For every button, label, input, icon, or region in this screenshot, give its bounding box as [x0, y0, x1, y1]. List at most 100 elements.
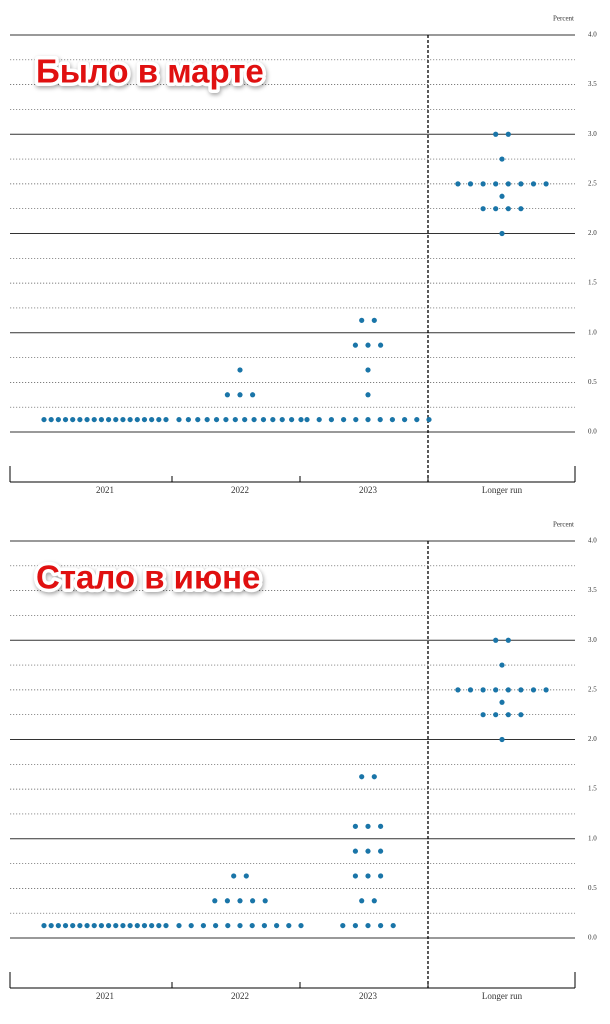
dot [341, 416, 347, 423]
dot [48, 416, 54, 423]
dot [480, 687, 486, 693]
dot [377, 416, 383, 423]
dot [530, 687, 537, 693]
dot [260, 416, 267, 423]
dot [77, 416, 83, 423]
dot [250, 898, 256, 904]
dot [279, 416, 285, 423]
dot [365, 416, 371, 423]
dot [127, 922, 133, 929]
dot [91, 416, 97, 423]
chart-title: Было в марте [36, 53, 264, 90]
dot [105, 416, 112, 423]
dot [113, 922, 119, 929]
dot [200, 922, 206, 929]
dot [493, 687, 499, 693]
dot [242, 416, 248, 423]
dot [243, 873, 249, 879]
y-tick-label: 4.0 [588, 537, 597, 545]
dot [77, 922, 83, 929]
dot [455, 687, 461, 693]
dot [378, 342, 384, 348]
dot [518, 712, 524, 718]
dot [204, 416, 210, 423]
dot [251, 416, 257, 423]
y-axis-label: Percent [553, 521, 574, 529]
dot [467, 181, 474, 187]
dot [48, 922, 54, 929]
dot [340, 922, 346, 929]
dot [426, 416, 432, 423]
y-tick-label: 0.0 [588, 934, 597, 942]
dot [518, 181, 524, 187]
dot [298, 416, 304, 423]
dot [480, 712, 486, 718]
dot [518, 206, 524, 212]
dot [231, 873, 237, 879]
dot [55, 416, 61, 423]
y-tick-label: 2.5 [588, 685, 597, 693]
dot [237, 922, 243, 929]
y-tick-label: 3.5 [588, 80, 597, 88]
x-tick-label: Longer run [482, 991, 523, 1001]
dot-chart: 0.0 0.5 1.0 1.5 2.0 2.5 3.0 3.5 4.0 Percent 2021 20… [9, 521, 597, 1001]
dot [371, 317, 377, 323]
dot [55, 922, 61, 929]
dot [176, 922, 182, 929]
dot [212, 898, 218, 904]
dot [505, 687, 511, 693]
dot [493, 181, 499, 187]
dot [127, 416, 133, 423]
dot [505, 206, 511, 212]
dot [250, 392, 256, 398]
x-tick-label: 2023 [359, 991, 378, 1001]
dot [232, 416, 238, 423]
dot [223, 416, 229, 423]
dot [499, 193, 505, 199]
dot [105, 922, 112, 929]
dot [505, 637, 511, 643]
dot [149, 416, 155, 423]
dot [249, 922, 255, 929]
dot [289, 416, 295, 423]
dot [378, 848, 384, 854]
dot [499, 736, 505, 743]
y-tick-label: 3.5 [588, 586, 597, 594]
dot [298, 922, 304, 929]
dot [359, 774, 365, 780]
dot [371, 774, 377, 780]
dot [414, 416, 420, 423]
dot [62, 922, 69, 929]
dot [390, 922, 396, 929]
dot [455, 181, 461, 187]
y-tick-label: 4.0 [588, 31, 597, 39]
dot [213, 416, 220, 423]
y-tick-label: 2.0 [588, 229, 597, 237]
dot [41, 922, 47, 929]
dot [359, 898, 365, 904]
dot [543, 181, 549, 187]
dot [328, 416, 334, 423]
dot [352, 848, 358, 854]
y-tick-label: 1.0 [588, 834, 597, 842]
x-tick-label: 2022 [231, 485, 249, 495]
dot [505, 181, 511, 187]
dot [493, 206, 499, 212]
dot [365, 922, 371, 929]
dot [262, 898, 268, 904]
dot [225, 922, 231, 929]
dot [120, 416, 126, 423]
x-tick-label: 2023 [359, 485, 378, 495]
dot [156, 416, 162, 423]
dot [378, 823, 384, 829]
dot [378, 873, 384, 879]
dot [499, 699, 505, 705]
y-tick-label: 0.0 [588, 428, 597, 436]
y-tick-label: 2.5 [588, 179, 597, 187]
dot [163, 416, 169, 423]
dot [237, 367, 243, 373]
y-tick-label: 2.0 [588, 735, 597, 743]
y-tick-label: 3.0 [588, 636, 597, 644]
dot [499, 156, 505, 162]
